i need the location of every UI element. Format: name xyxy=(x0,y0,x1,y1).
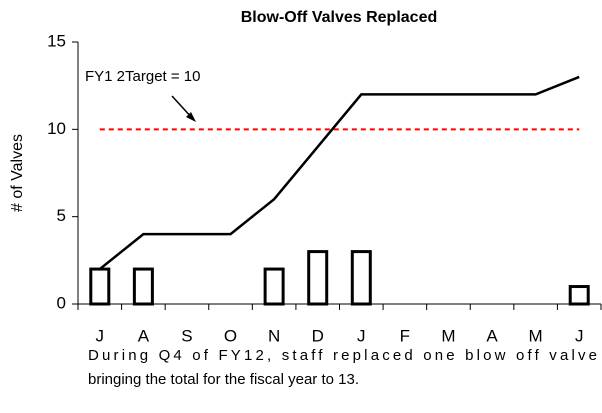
y-tick-label: 10 xyxy=(47,119,66,138)
x-tick-label: J xyxy=(96,326,105,345)
x-tick-label: A xyxy=(138,326,150,345)
x-tick-label: S xyxy=(181,326,192,345)
arrow-head xyxy=(186,112,196,122)
x-tick-label: D xyxy=(312,326,324,345)
y-tick-label: 15 xyxy=(47,31,66,50)
caption-line: During Q4 of FY12, staff replaced one bl… xyxy=(88,347,597,364)
line xyxy=(99,75,580,271)
x-tick-label: N xyxy=(268,326,280,345)
bar xyxy=(350,250,372,306)
target-label: FY1 2Target = 10 xyxy=(85,68,201,85)
caption-line: bringing the total for the fiscal year t… xyxy=(88,371,359,388)
x-tick-label: F xyxy=(400,326,410,345)
bar xyxy=(89,267,111,306)
bar xyxy=(263,267,285,306)
x-tick-label: M xyxy=(441,326,455,345)
x-tick-label: J xyxy=(357,326,366,345)
y-tick-label: 0 xyxy=(57,293,66,312)
bar xyxy=(132,267,154,306)
bar xyxy=(568,285,590,306)
y-tick-label: 5 xyxy=(57,206,66,225)
y-axis-label: # of Valves xyxy=(9,134,26,212)
chart-title: Blow-Off Valves Replaced xyxy=(241,9,438,26)
x-tick-label: A xyxy=(486,326,498,345)
x-tick-label: O xyxy=(224,326,237,345)
x-tick-label: M xyxy=(529,326,543,345)
x-tick-label: J xyxy=(575,326,584,345)
bar xyxy=(307,250,329,306)
